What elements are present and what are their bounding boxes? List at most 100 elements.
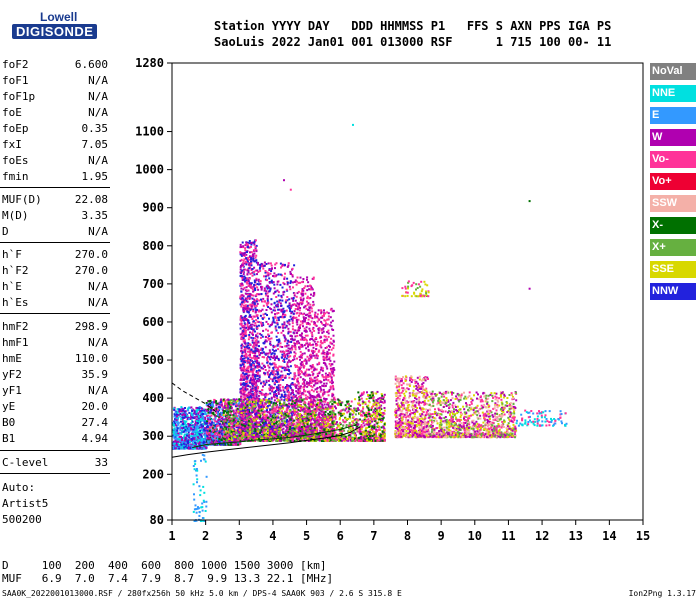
data-point — [184, 427, 187, 430]
data-point — [250, 294, 253, 297]
data-point — [179, 425, 182, 428]
data-point — [261, 317, 264, 320]
data-point — [241, 275, 244, 278]
data-point — [281, 263, 284, 266]
data-point — [194, 435, 196, 437]
data-point — [247, 413, 250, 416]
data-point — [219, 436, 221, 438]
data-point — [262, 267, 265, 270]
data-point — [213, 421, 216, 424]
data-point — [234, 405, 237, 408]
data-point — [262, 297, 265, 300]
data-point — [247, 271, 250, 274]
data-point — [267, 333, 270, 336]
data-point — [263, 364, 266, 367]
data-point — [252, 389, 255, 391]
data-point — [307, 315, 310, 318]
data-point — [194, 439, 197, 442]
data-point — [206, 417, 209, 419]
data-point — [244, 247, 247, 250]
data-point — [246, 408, 249, 411]
data-point — [246, 269, 249, 272]
data-point — [248, 399, 251, 402]
data-point — [264, 369, 267, 371]
data-point — [241, 386, 244, 389]
data-point — [173, 415, 176, 418]
data-point — [201, 415, 204, 418]
data-point — [254, 375, 256, 378]
data-point — [211, 431, 214, 434]
data-point — [254, 330, 256, 333]
data-point — [244, 404, 247, 407]
data-point — [246, 245, 249, 248]
data-point — [292, 286, 294, 289]
data-point — [240, 264, 242, 267]
data-point — [244, 292, 247, 295]
data-point — [215, 412, 218, 415]
data-point — [250, 272, 253, 275]
data-point — [277, 348, 280, 351]
data-point — [239, 295, 242, 298]
data-point — [200, 429, 203, 431]
data-point — [244, 300, 247, 303]
data-point — [294, 346, 297, 349]
data-point — [248, 365, 251, 368]
data-point — [258, 345, 260, 348]
data-point — [198, 438, 201, 440]
data-point — [267, 329, 269, 332]
data-point — [274, 391, 276, 394]
data-point — [235, 413, 238, 416]
data-point — [240, 415, 243, 417]
data-point — [178, 408, 181, 411]
data-point — [213, 435, 216, 438]
data-point — [190, 432, 193, 435]
data-point — [251, 288, 254, 291]
data-point — [247, 385, 250, 388]
data-point — [274, 315, 277, 318]
data-point — [250, 432, 253, 435]
data-point — [248, 240, 251, 242]
data-point — [286, 369, 288, 371]
data-point — [284, 301, 287, 304]
data-point — [264, 335, 267, 338]
data-point — [266, 414, 269, 417]
data-point — [245, 370, 248, 373]
data-point — [290, 305, 293, 308]
data-point — [253, 324, 256, 327]
data-point — [253, 298, 256, 301]
data-point — [253, 417, 256, 420]
data-point — [254, 343, 257, 346]
data-point — [305, 368, 308, 371]
data-point — [196, 436, 199, 439]
data-point — [265, 309, 268, 311]
data-point — [267, 393, 270, 396]
data-point — [203, 445, 206, 448]
data-point — [253, 283, 256, 286]
data-point — [249, 389, 252, 392]
data-point — [247, 328, 250, 331]
data-point — [262, 351, 265, 354]
data-point — [232, 398, 235, 401]
data-point — [202, 408, 205, 411]
data-point — [236, 417, 239, 420]
data-point — [239, 251, 242, 254]
data-point — [172, 443, 175, 445]
data-point — [266, 373, 269, 376]
data-point — [310, 307, 313, 310]
data-point — [242, 391, 245, 394]
data-point — [279, 378, 282, 381]
data-point — [293, 264, 296, 267]
data-point — [239, 382, 242, 385]
data-point — [247, 338, 250, 341]
data-point — [240, 349, 243, 352]
data-point — [243, 286, 246, 289]
data-point — [306, 300, 308, 303]
data-point — [255, 300, 258, 303]
data-point — [249, 331, 251, 334]
data-point — [253, 260, 256, 263]
data-point — [233, 443, 236, 446]
data-point — [293, 375, 296, 378]
data-point — [241, 358, 244, 360]
data-point — [194, 428, 197, 431]
data-point — [194, 421, 197, 424]
